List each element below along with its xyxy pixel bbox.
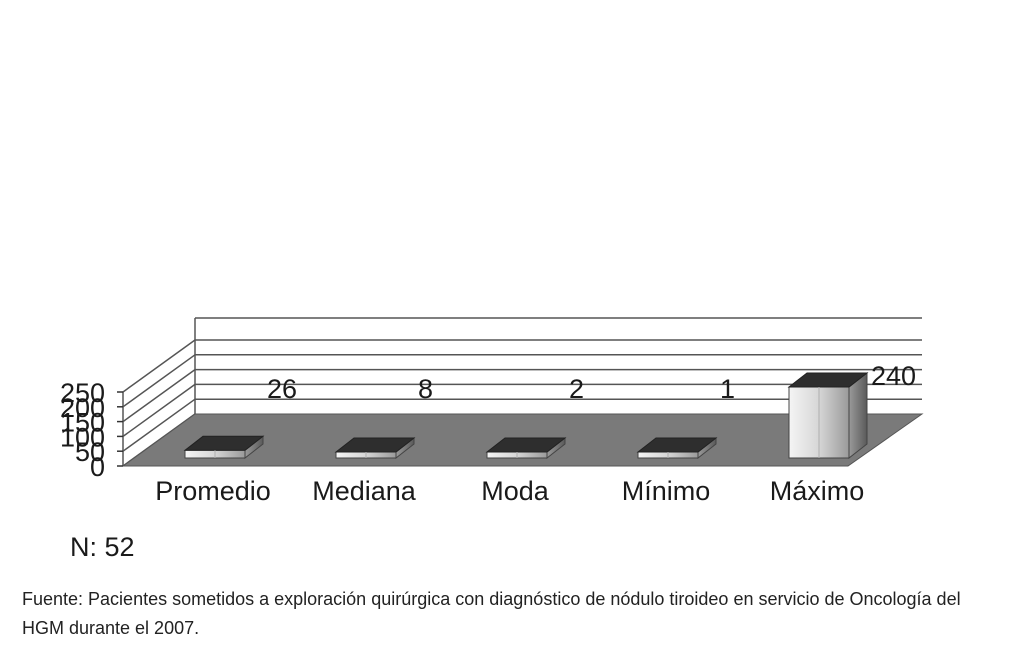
data-label: 26 — [267, 374, 297, 404]
y-tick-label: 250 — [60, 378, 105, 408]
bar-moda — [485, 436, 567, 460]
x-tick-label: Mínimo — [622, 476, 711, 506]
bar-top — [485, 437, 567, 453]
bar-mediana — [334, 436, 416, 460]
gridline-side — [122, 368, 196, 423]
source-note: Fuente: Pacientes sometidos a exploració… — [22, 589, 961, 638]
gridline-side — [122, 383, 196, 438]
bar-promedio — [183, 435, 265, 460]
y-tick-label: 100 — [60, 422, 105, 452]
y-tick-label: 50 — [75, 437, 105, 467]
bar-mínimo — [636, 436, 718, 460]
bar-top — [183, 435, 265, 451]
y-tick-label: 200 — [60, 393, 105, 423]
data-labels: 26 8 2 1 240 — [267, 361, 916, 404]
bar-máximo — [787, 371, 869, 460]
data-label: 8 — [418, 374, 433, 404]
gridline-side — [122, 339, 196, 393]
y-tick-label: 0 — [90, 452, 105, 482]
bars — [183, 371, 869, 460]
x-axis-categories: Promedio Mediana Moda Mínimo Máximo — [155, 476, 864, 506]
data-label: 2 — [569, 374, 584, 404]
x-tick-label: Mediana — [312, 476, 417, 506]
bar-top — [787, 372, 869, 388]
x-tick-label: Moda — [481, 476, 550, 506]
bar-side — [848, 371, 868, 460]
bar-top — [636, 437, 718, 453]
chart-walls — [122, 317, 922, 467]
bar-top — [334, 437, 416, 453]
sample-size-label: N: 52 — [70, 532, 135, 562]
y-tick-label: 150 — [60, 408, 105, 438]
gridline-side — [122, 398, 196, 452]
data-label: 1 — [720, 374, 735, 404]
data-label: 240 — [871, 361, 916, 391]
gridline-side — [122, 354, 196, 408]
x-tick-label: Máximo — [770, 476, 865, 506]
x-tick-label: Promedio — [155, 476, 271, 506]
